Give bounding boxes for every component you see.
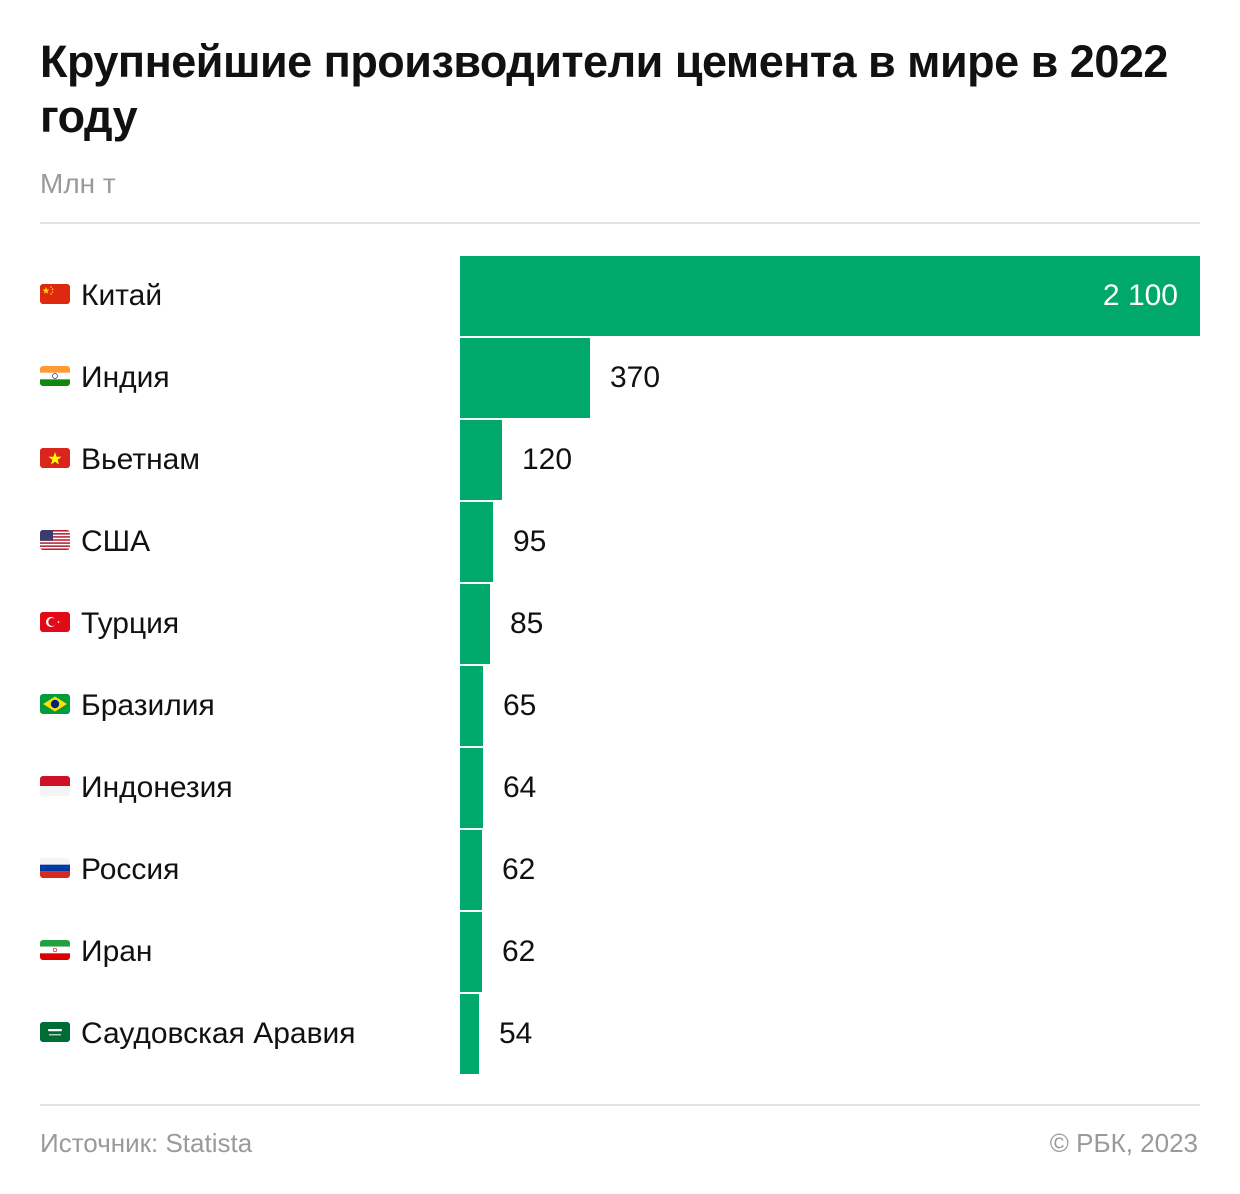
category-label: Россия [81,853,180,886]
value-label: 370 [610,361,661,394]
bar-row: Турция 85 [0,584,1240,664]
bar [460,502,493,582]
bar-row: Индонезия 64 [0,748,1240,828]
bar-row: Россия 62 [0,830,1240,910]
category-label: Индия [81,361,170,394]
bar-row: Вьетнам 120 [0,420,1240,500]
value-label: 65 [503,689,537,722]
bar [460,256,1200,336]
unit-subtitle: Млн т [40,168,116,199]
value-label: 64 [503,771,537,804]
br-flag-icon [40,694,70,714]
source-note: Источник: Statista [40,1128,253,1158]
bar-row: Китай 2 100 [0,256,1240,336]
bottom-divider [40,1104,1200,1106]
category-label: Саудовская Аравия [81,1017,356,1050]
value-label: 62 [502,853,536,886]
category-label: Индонезия [81,771,233,804]
sa-flag-icon [40,1022,70,1042]
bar [460,748,483,828]
value-label: 85 [510,607,544,640]
in-flag-icon [40,366,70,386]
bar-row: Индия 370 [0,338,1240,418]
value-label: 62 [502,935,536,968]
top-divider [40,222,1200,224]
category-label: США [81,525,151,558]
bar-row: Саудовская Аравия 54 [0,994,1240,1074]
cn-flag-icon [40,284,70,304]
bar [460,584,490,664]
copyright-note: © РБК, 2023 [1049,1128,1198,1158]
tr-flag-icon [40,612,70,632]
bar [460,994,479,1074]
value-label: 2 100 [1102,279,1178,312]
category-label: Бразилия [81,689,215,722]
value-label: 95 [513,525,547,558]
id-flag-icon [40,776,70,796]
bar [460,338,590,418]
category-label: Иран [81,935,153,968]
bar [460,830,482,910]
ir-flag-icon [40,940,70,960]
category-label: Вьетнам [81,443,200,476]
ru-flag-icon [40,858,70,878]
bar [460,420,502,500]
bar-row: США 95 [0,502,1240,582]
value-label: 120 [522,443,573,476]
bar [460,912,482,992]
bar-row: Иран 62 [0,912,1240,992]
us-flag-icon [40,530,70,550]
vn-flag-icon [40,448,70,468]
bar [460,666,483,746]
bar-row: Бразилия 65 [0,666,1240,746]
category-label: Турция [81,607,180,640]
category-label: Китай [81,279,163,312]
value-label: 54 [499,1017,533,1050]
chart-title: Крупнейшие производители цемента в мире … [40,36,1168,142]
